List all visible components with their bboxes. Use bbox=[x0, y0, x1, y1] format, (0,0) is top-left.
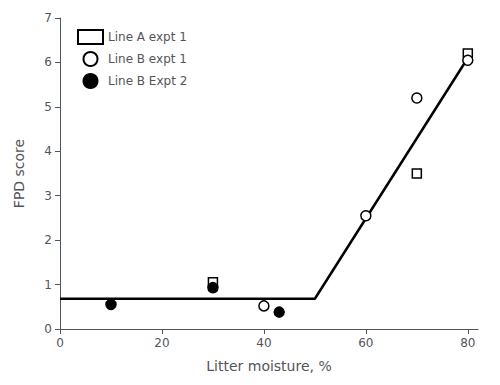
svg-text:Line B expt 1: Line B expt 1 bbox=[108, 52, 187, 66]
svg-text:5: 5 bbox=[44, 100, 52, 114]
svg-text:2: 2 bbox=[44, 233, 52, 247]
svg-text:Litter moisture, %: Litter moisture, % bbox=[206, 358, 332, 374]
svg-text:7: 7 bbox=[44, 11, 52, 25]
svg-text:60: 60 bbox=[358, 336, 373, 350]
svg-text:Line B Expt 2: Line B Expt 2 bbox=[108, 74, 187, 88]
svg-text:80: 80 bbox=[460, 336, 475, 350]
svg-text:20: 20 bbox=[154, 336, 169, 350]
svg-text:40: 40 bbox=[256, 336, 271, 350]
svg-text:4: 4 bbox=[44, 144, 52, 158]
svg-text:FPD score: FPD score bbox=[11, 139, 27, 208]
svg-text:0: 0 bbox=[44, 322, 52, 336]
svg-text:3: 3 bbox=[44, 189, 52, 203]
svg-text:1: 1 bbox=[44, 278, 52, 292]
svg-text:0: 0 bbox=[56, 336, 64, 350]
svg-text:6: 6 bbox=[44, 55, 52, 69]
svg-text:Line A expt 1: Line A expt 1 bbox=[108, 30, 187, 44]
